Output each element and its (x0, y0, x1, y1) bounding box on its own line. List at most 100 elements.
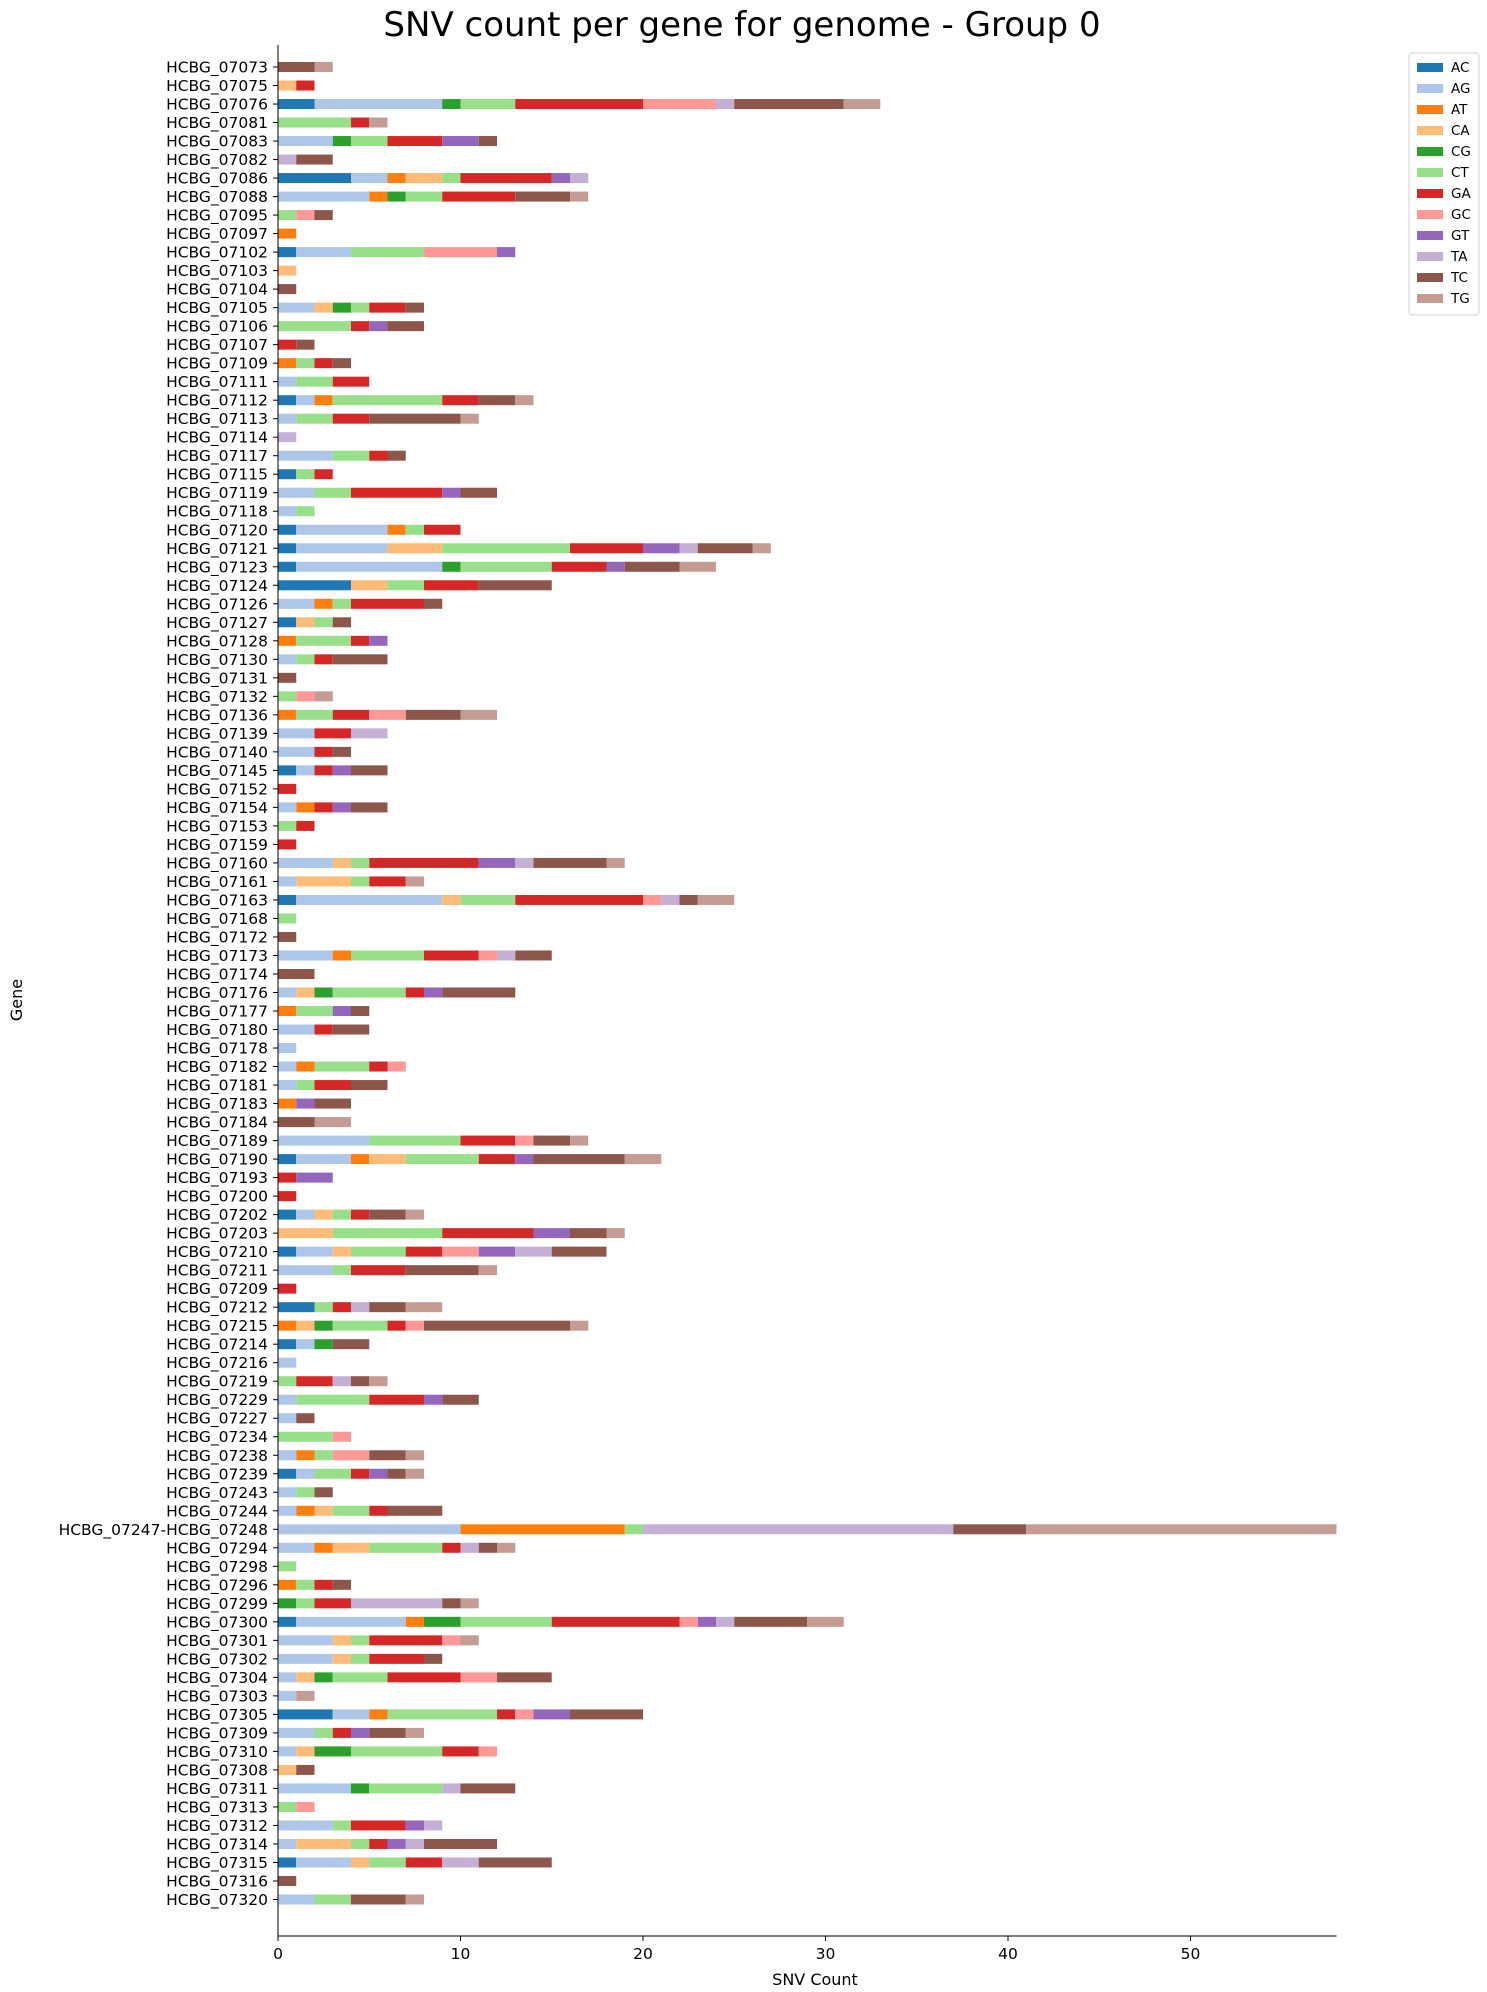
y-tick-label: HCBG_07163 (166, 891, 268, 910)
bar-segment-ct (332, 1505, 370, 1516)
bar-segment-ta (515, 1246, 552, 1257)
y-tick-label: HCBG_07123 (166, 558, 268, 577)
y-tick-label: HCBG_07312 (166, 1817, 268, 1836)
bar-segment-ct (460, 561, 552, 572)
bar-segment-ag (278, 1820, 333, 1831)
legend-swatch-tg (1417, 294, 1443, 303)
bar-segment-at (314, 598, 333, 609)
bar-segment-tc (351, 1376, 370, 1387)
bar-segment-ct (351, 1746, 443, 1757)
bar-segment-tc (442, 1394, 479, 1405)
bar-segment-tc (734, 1616, 808, 1627)
bar-segment-ca (278, 1764, 297, 1775)
bar-segment-gt (442, 136, 479, 147)
bar-segment-tg (369, 1376, 388, 1387)
bar-segment-gt (369, 1468, 388, 1479)
y-tick-label: HCBG_07296 (166, 1576, 268, 1595)
bar-segment-tc (296, 1413, 315, 1424)
bar-segment-ca (296, 1838, 351, 1849)
bar-segment-ag (296, 1468, 315, 1479)
y-tick-label: HCBG_07184 (166, 1114, 268, 1133)
bar-segment-ca (296, 1672, 315, 1683)
bar-segment-tc (278, 672, 297, 683)
bar-segment-tc (734, 99, 844, 110)
x-tick-label: 10 (451, 1945, 471, 1963)
y-tick-label: HCBG_07216 (166, 1354, 268, 1373)
bar-segment-cg (387, 191, 406, 202)
y-tick-label: HCBG_07202 (166, 1206, 268, 1225)
bar-segment-ct (351, 1635, 370, 1646)
bar-segment-ga (551, 561, 607, 572)
bar-segment-ca (314, 1209, 333, 1220)
bar-segment-ac (278, 1709, 333, 1720)
bar-segment-ct (369, 1857, 406, 1868)
bar-segment-ac (278, 469, 297, 480)
bar-segment-tg (515, 395, 534, 406)
bar-segment-ag (278, 1135, 370, 1146)
bar-segment-gc (405, 1320, 424, 1331)
bar-segment-tg (570, 1320, 589, 1331)
y-tick-label: HCBG_07119 (166, 484, 268, 503)
bar-segment-ct (405, 1154, 479, 1165)
bar-segment-ta (643, 1524, 954, 1535)
bar-segment-ct (314, 487, 351, 498)
y-tick-label: HCBG_07303 (166, 1687, 268, 1706)
y-tick-label: HCBG_07212 (166, 1299, 268, 1318)
bar-segment-ga (460, 1135, 516, 1146)
bar-segment-ga (351, 1265, 406, 1276)
bar-segment-gc (387, 1061, 406, 1072)
y-tick-label: HCBG_07180 (166, 1021, 268, 1040)
bar-segment-tc (679, 894, 698, 905)
bar-segment-ca (296, 876, 351, 887)
bar-segment-ga (278, 1172, 297, 1183)
bar-segment-ct (296, 635, 351, 646)
bar-segment-ac (278, 524, 297, 535)
bar-segment-ct (296, 654, 315, 665)
bar-segment-ga (442, 1746, 479, 1757)
bar-segment-ga (570, 543, 643, 554)
bar-segment-at (296, 1450, 315, 1461)
x-tick-label: 40 (998, 1945, 1018, 1963)
bar-segment-ca (351, 580, 388, 591)
bar-segment-ta (351, 1302, 370, 1313)
bar-segment-ct (332, 987, 406, 998)
bar-segment-ac (278, 99, 315, 110)
bar-segment-ga (278, 339, 297, 350)
bar-segment-gt (332, 765, 351, 776)
y-tick-label: HCBG_07124 (166, 577, 268, 596)
bar-segment-ag (278, 728, 315, 739)
x-tick-label: 0 (273, 1945, 283, 1963)
bar-segment-tc (478, 1542, 497, 1553)
legend-label-ta: TA (1450, 249, 1468, 265)
bar-segment-tg (460, 1598, 479, 1609)
bar-segment-gt (405, 1820, 424, 1831)
bar-segment-gt (351, 1727, 370, 1738)
y-tick-label: HCBG_07178 (166, 1040, 268, 1059)
bar-segment-ca (332, 1542, 370, 1553)
y-tick-label: HCBG_07300 (166, 1613, 268, 1632)
bar-segment-ag (278, 1265, 333, 1276)
bar-segment-ag (278, 1061, 297, 1072)
bar-segment-ga (442, 395, 479, 406)
y-tick-label: HCBG_07130 (166, 651, 268, 670)
bar-segment-tc (515, 950, 552, 961)
bar-segment-ct (278, 1431, 333, 1442)
bar-segment-ag (278, 1505, 297, 1516)
bar-segment-at (369, 191, 388, 202)
bar-segment-gt (387, 1838, 406, 1849)
y-tick-label: HCBG_07140 (166, 743, 268, 762)
y-tick-label: HCBG_07106 (166, 318, 268, 337)
bars-layer (278, 62, 1337, 1905)
y-tick-label: HCBG_07153 (166, 817, 268, 836)
bar-segment-ac (278, 1857, 297, 1868)
legend-swatch-ca (1417, 126, 1443, 135)
y-tick-label: HCBG_07214 (166, 1336, 268, 1355)
bar-segment-gc (679, 1616, 698, 1627)
bar-segment-ct (314, 1302, 333, 1313)
y-tick-label: HCBG_07168 (166, 910, 268, 929)
bar-segment-ag (296, 561, 443, 572)
bar-segment-ga (387, 1672, 461, 1683)
legend-swatch-ct (1417, 168, 1443, 177)
bar-segment-ct (296, 1080, 315, 1091)
y-tick-label: HCBG_07243 (166, 1484, 268, 1503)
